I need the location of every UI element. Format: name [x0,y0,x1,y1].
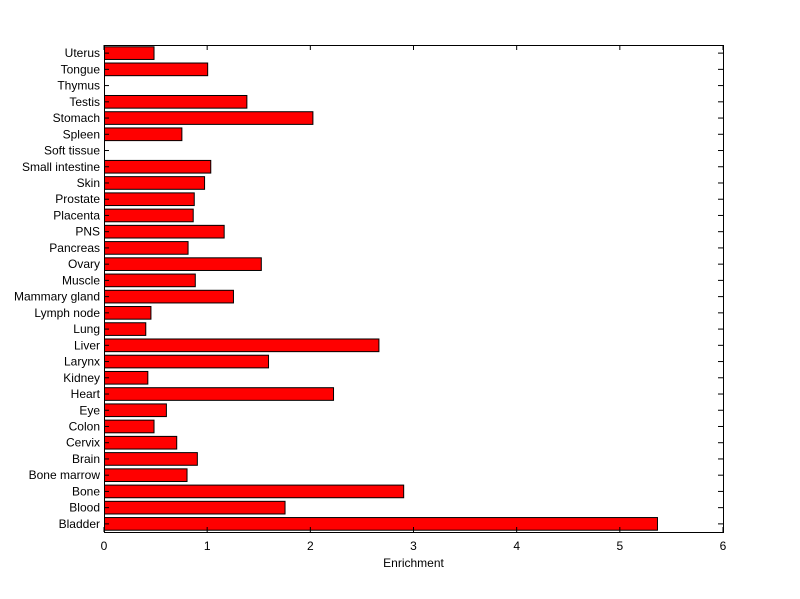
bar-ovary [104,257,262,271]
y-tick-label: Eye [79,403,100,417]
bar-colon [104,419,155,434]
y-tick-label: Lymph node [34,306,100,320]
y-tick-label: Lung [73,322,100,336]
y-tick-label: Liver [74,338,100,352]
x-tick-label: 5 [616,539,623,553]
y-tick-label: Ovary [68,257,100,271]
bar-placenta [104,208,194,223]
x-tick-label: 1 [204,539,211,553]
bar-prostate [104,192,195,207]
y-tick-label: Soft tissue [44,144,100,158]
y-tick-label: Placenta [53,208,100,222]
bar-skin [104,176,206,190]
bar-liver [104,338,380,353]
x-tick-label: 4 [513,539,520,553]
y-tick-label: Testis [69,95,100,109]
x-tick-label: 6 [720,539,727,553]
bar-testis [104,94,248,109]
y-tick-label: Cervix [66,436,100,450]
bar-spleen [104,127,183,142]
x-tick-label: 2 [307,539,314,553]
bar-small-intestine [104,159,212,174]
y-tick-label: Uterus [65,46,100,60]
y-tick-label: Tongue [61,62,101,76]
y-tick-label: Pancreas [49,241,100,255]
bar-tongue [104,62,209,77]
y-tick-label: Muscle [62,273,100,287]
y-tick-label: Stomach [53,111,100,125]
bar-brain [104,452,198,466]
bar-kidney [104,370,149,385]
y-tick-label: Larynx [64,355,100,369]
y-tick-label: Brain [72,452,100,466]
bar-pancreas [104,241,189,255]
bar-stomach [104,111,314,125]
bar-cervix [104,435,178,450]
bar-bone [104,484,405,499]
y-tick-label: Prostate [55,192,100,206]
bar-lymph-node [104,306,152,320]
bar-eye [104,403,167,418]
y-tick-label: Bladder [59,517,100,531]
y-tick-label: Bone marrow [29,468,101,482]
x-tick-label: 3 [410,539,417,553]
y-tick-label: Colon [69,419,100,433]
y-tick-label: Heart [71,387,101,401]
bar-uterus [104,46,155,60]
bar-bladder [104,517,658,531]
bar-larynx [104,354,270,369]
bar-muscle [104,273,196,288]
bar-bone-marrow [104,468,188,483]
y-tick-label: Small intestine [22,160,100,174]
y-tick-label: Blood [69,501,100,515]
y-tick-label: PNS [75,225,100,239]
y-tick-label: Skin [77,176,100,190]
y-tick-label: Kidney [63,371,100,385]
bar-mammary-gland [104,289,234,304]
bar-heart [104,387,335,401]
y-tick-label: Bone [72,484,100,498]
bar-lung [104,322,147,336]
y-tick-label: Mammary gland [14,290,100,304]
bar-blood [104,500,286,515]
ticks-group [103,45,724,532]
x-tick-label: 0 [101,539,108,553]
x-axis-label: Enrichment [383,556,444,570]
bar-pns [104,224,225,239]
labels-group: Bladder Blood Bone Bone marrow Brain Cervix Co… [14,46,727,553]
y-tick-label: Spleen [63,127,100,141]
y-tick-label: Thymus [57,79,100,93]
